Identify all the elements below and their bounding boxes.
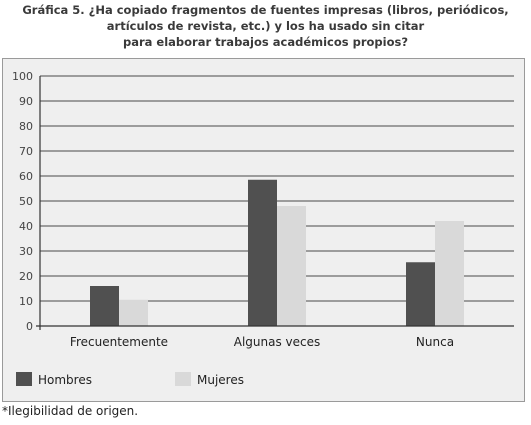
footnote: *Ilegibilidad de origen. [2,404,139,418]
x-tick-label: Frecuentemente [70,335,168,349]
legend-label-mujeres: Mujeres [197,373,244,387]
chart-title-line-3: para elaborar trabajos académicos propio… [122,35,409,49]
y-tick-label: 70 [19,145,33,158]
y-tick-label: 100 [12,70,33,83]
bar-mujeres-1 [277,206,306,326]
chart-title: Gráfica 5. ¿Ha copiado fragmentos de fue… [0,2,531,50]
bar-mujeres-2 [435,221,464,326]
y-tick-label: 0 [26,320,33,333]
y-tick-label: 10 [19,295,33,308]
y-tick-label: 50 [19,195,33,208]
bar-hombres-2 [406,262,435,326]
legend-swatch-hombres [16,372,32,386]
chart-title-line-1: Gráfica 5. ¿Ha copiado fragmentos de fue… [22,3,509,17]
x-tick-label: Nunca [416,335,454,349]
y-tick-label: 20 [19,270,33,283]
bars [90,179,464,326]
y-tick-label: 90 [19,95,33,108]
x-tick-label: Algunas veces [234,335,321,349]
bar-hombres-1 [248,179,277,326]
y-tick-label: 80 [19,120,33,133]
y-tick-label: 40 [19,220,33,233]
legend-label-hombres: Hombres [38,373,92,387]
y-tick-label: 60 [19,170,33,183]
axes: 0 10 20 30 40 50 60 70 80 90 100 Frecuentemente Algu… [12,70,514,349]
legend: Hombres Mujeres [16,372,244,387]
chart-title-line-2: artículos de revista, etc.) y los ha usa… [106,19,425,33]
bar-mujeres-0 [119,299,148,326]
y-tick-label: 30 [19,245,33,258]
bar-hombres-0 [90,286,119,326]
legend-swatch-mujeres [175,372,191,386]
